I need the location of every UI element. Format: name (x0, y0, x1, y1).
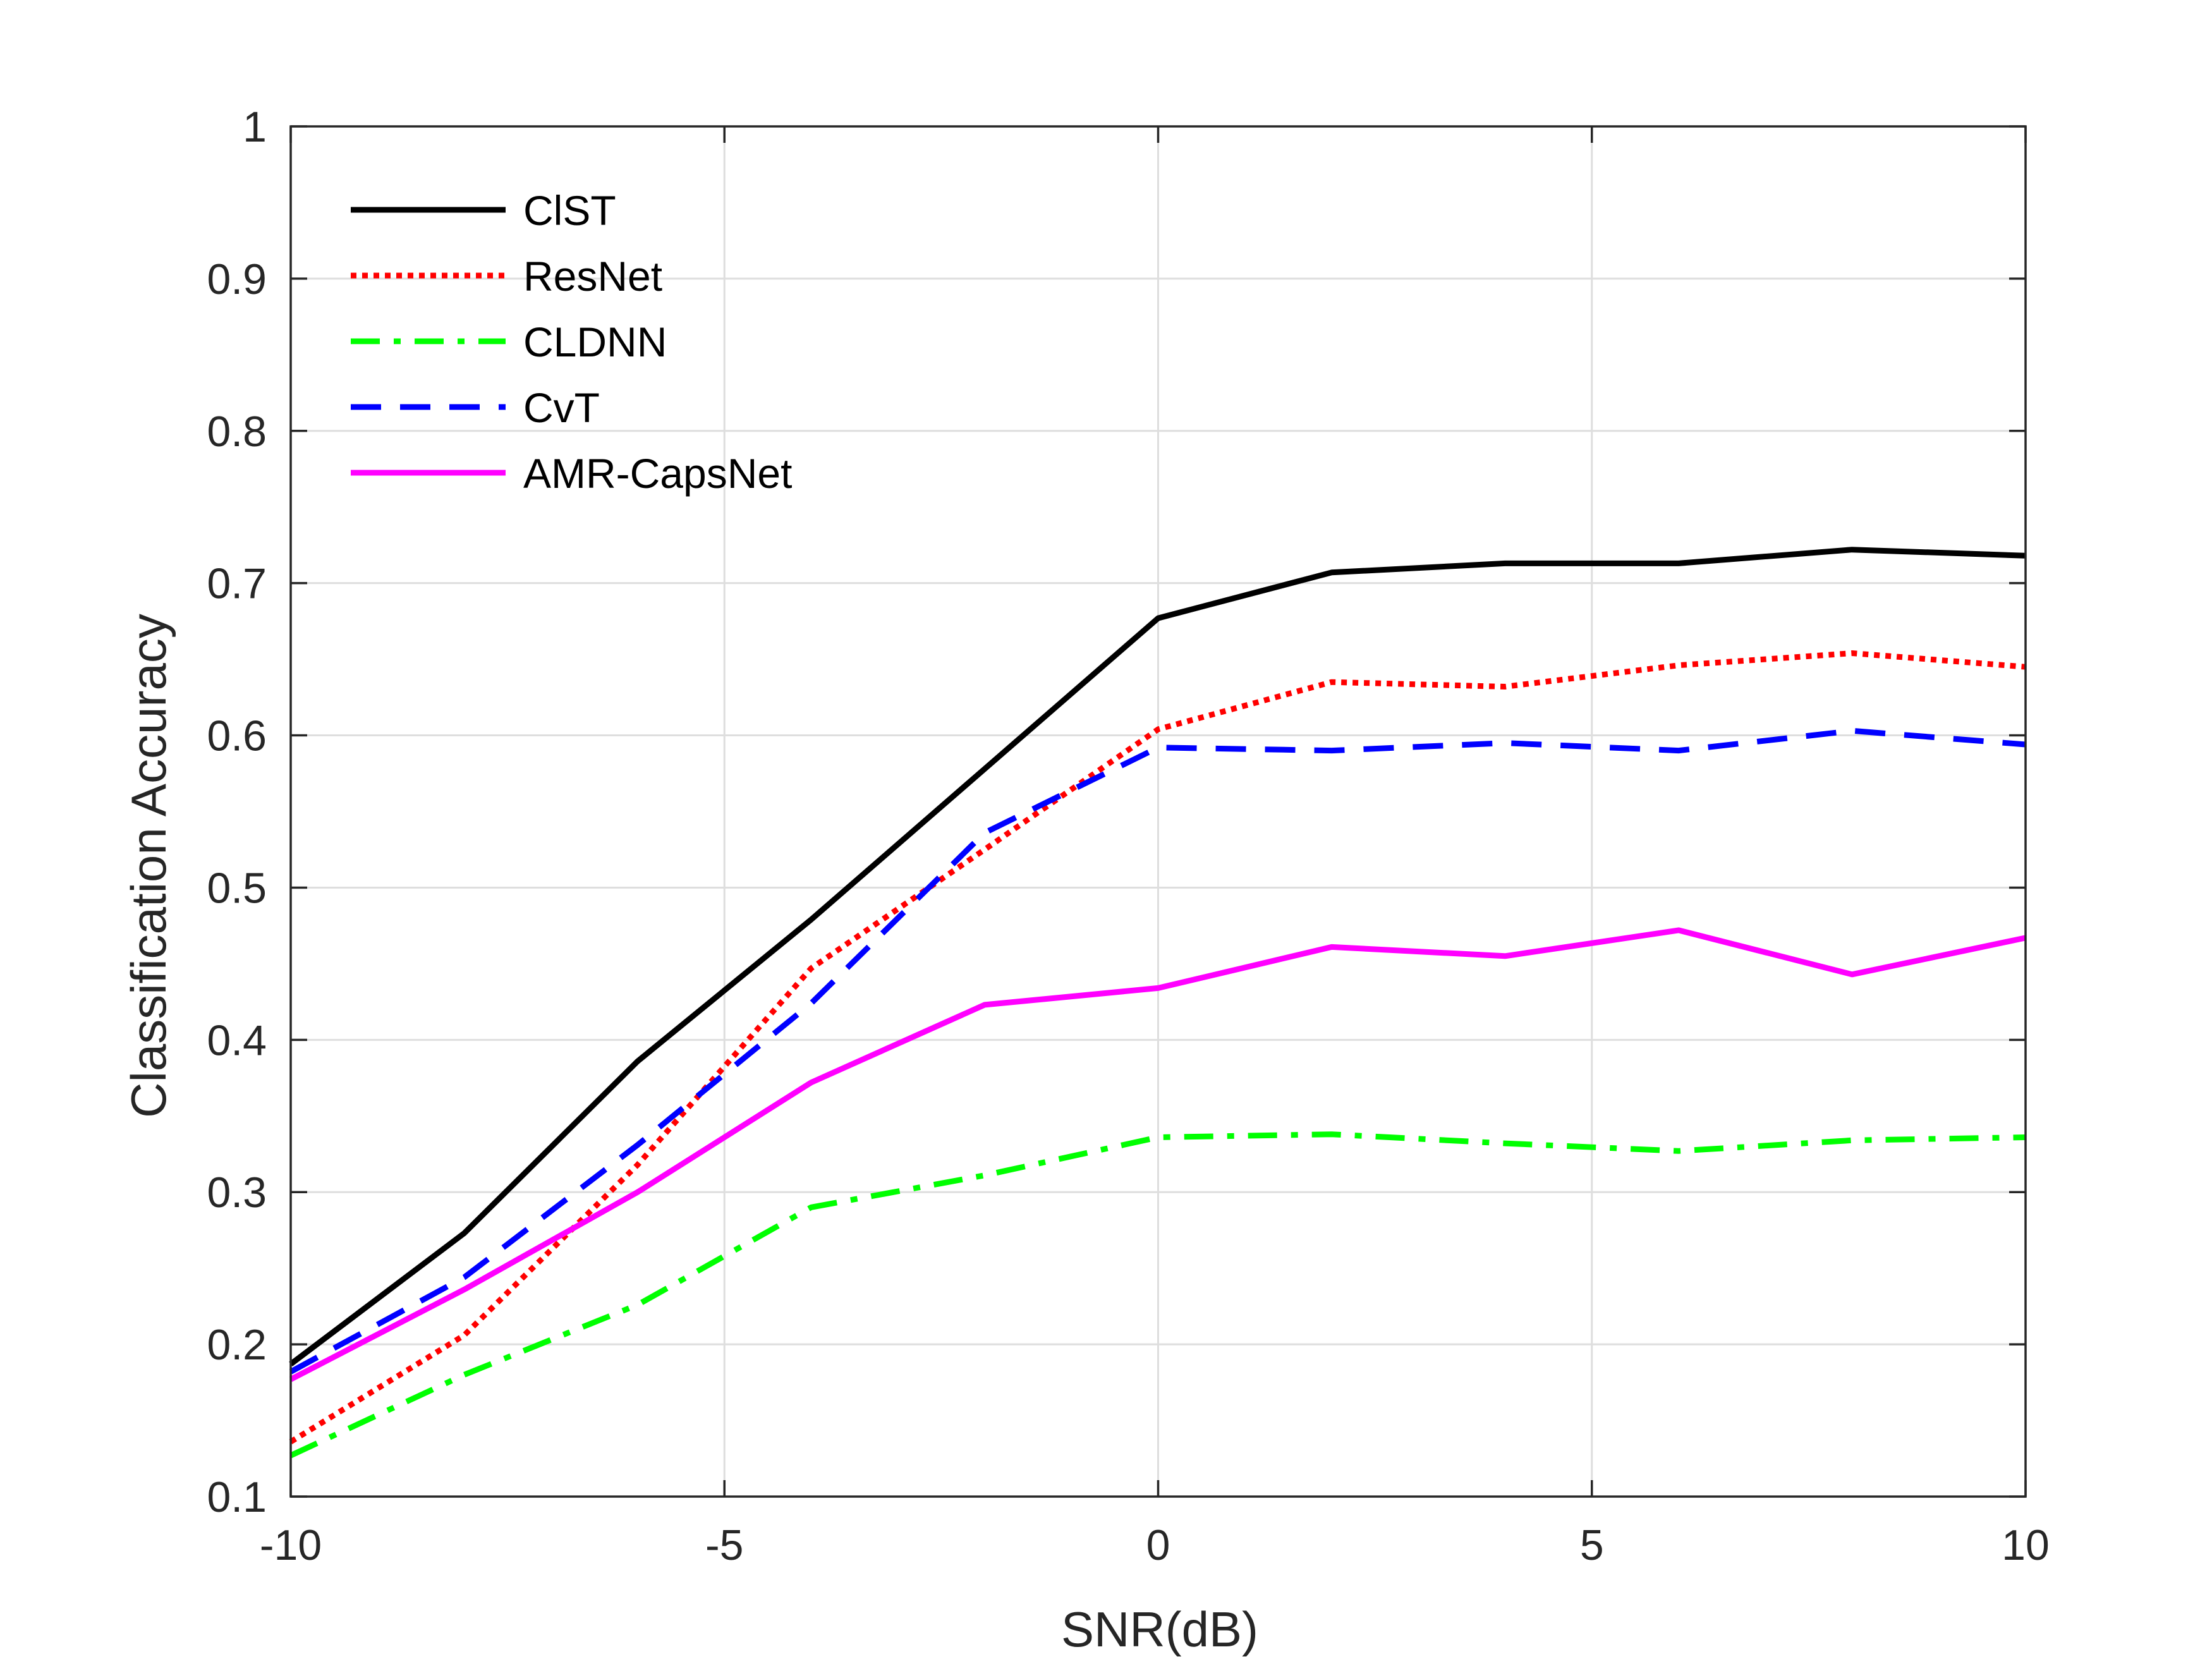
legend: ClST ResNet CLDNN CvT AMR-CapsNet (351, 187, 792, 497)
y-tick-label: 0.3 (207, 1169, 267, 1217)
legend-label-cvt: CvT (523, 384, 600, 431)
y-tick-label: 0.1 (207, 1473, 267, 1521)
legend-label-clst: ClST (523, 187, 616, 234)
series-line-clst (289, 547, 2026, 1366)
x-tick-label: -5 (705, 1521, 743, 1569)
x-axis-label: SNR(dB) (1061, 1601, 1258, 1657)
series-lines (289, 547, 2026, 1459)
grid-lines (291, 126, 2026, 1497)
y-tick-label: 0.6 (207, 712, 267, 760)
axes: -10 -5 0 5 10 0.1 0.2 0.3 0.4 0.5 0.6 0.7 0.8 0.9 1 (207, 103, 2049, 1569)
x-tick-label: 0 (1146, 1521, 1170, 1569)
y-tick-label: 0.5 (207, 864, 267, 912)
series-line-amr-capsnet (289, 927, 2026, 1382)
y-tick-label: 0.8 (207, 408, 267, 456)
legend-label-amr-capsnet: AMR-CapsNet (523, 450, 792, 497)
y-tick-label: 0.9 (207, 255, 267, 303)
series-line-cvt (289, 727, 2026, 1375)
x-tick-label: 5 (1580, 1521, 1604, 1569)
x-tick-label: -10 (260, 1521, 322, 1569)
legend-label-resnet: ResNet (523, 253, 662, 300)
y-tick-label: 1 (243, 103, 267, 151)
y-tick-label: 0.4 (207, 1016, 267, 1064)
y-tick-label: 0.7 (207, 560, 267, 608)
y-tick-label: 0.2 (207, 1321, 267, 1369)
legend-label-cldnn: CLDNN (523, 319, 667, 365)
x-tick-label: 10 (2002, 1521, 2050, 1569)
y-axis-label: Classification Accuracy (121, 614, 176, 1118)
